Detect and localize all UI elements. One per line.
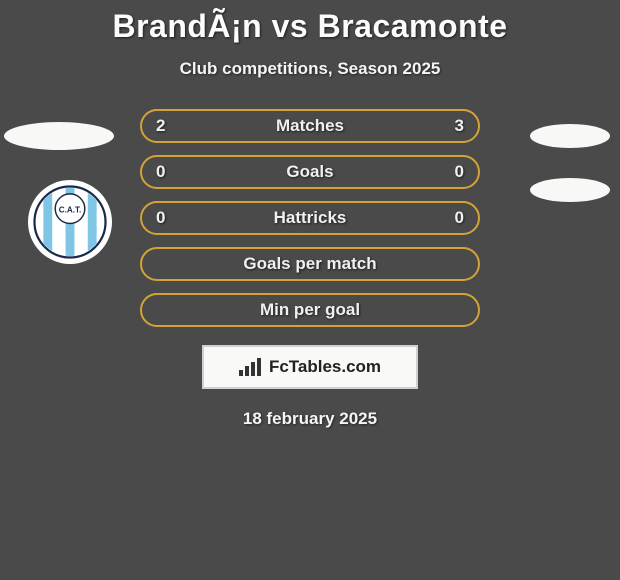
svg-text:C.A.T.: C.A.T. xyxy=(59,205,82,214)
subtitle: Club competitions, Season 2025 xyxy=(0,59,620,79)
chart-icon xyxy=(239,358,263,376)
watermark: FcTables.com xyxy=(202,345,418,389)
stat-label: Min per goal xyxy=(142,300,478,320)
page-title: BrandÃ¡n vs Bracamonte xyxy=(0,0,620,45)
stat-row-min-per-goal: Min per goal xyxy=(140,293,480,327)
stat-row-matches: 2Matches3 xyxy=(140,109,480,143)
stat-row-goals: 0Goals0 xyxy=(140,155,480,189)
club-badge-svg: C.A.T. xyxy=(33,185,107,259)
stat-label: Goals xyxy=(142,162,478,182)
stat-label: Hattricks xyxy=(142,208,478,228)
club-badge: C.A.T. xyxy=(28,180,112,264)
stat-row-hattricks: 0Hattricks0 xyxy=(140,201,480,235)
stat-row-goals-per-match: Goals per match xyxy=(140,247,480,281)
decorative-oval-left xyxy=(4,122,114,150)
stat-label: Matches xyxy=(142,116,478,136)
watermark-text: FcTables.com xyxy=(269,357,381,377)
decorative-oval-right-2 xyxy=(530,178,610,202)
stat-label: Goals per match xyxy=(142,254,478,274)
date-label: 18 february 2025 xyxy=(0,409,620,429)
decorative-oval-right-1 xyxy=(530,124,610,148)
